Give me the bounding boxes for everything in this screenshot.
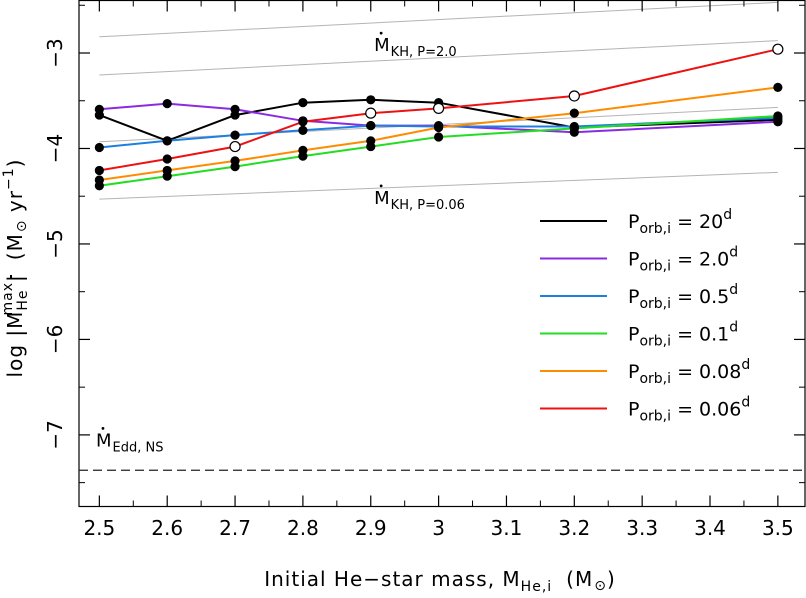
y-axis-label-unit-exp: −1 (1, 167, 17, 190)
reference-line-0 (99, 1, 778, 38)
data-point-s1-1 (162, 99, 172, 109)
x-tick-label-2: 2.7 (219, 516, 251, 540)
data-point-s1-0 (94, 104, 104, 114)
data-point-s5-5 (433, 102, 445, 114)
data-point-s4-2 (230, 156, 240, 166)
data-point-s5-1 (162, 154, 172, 164)
data-point-s2-4 (366, 120, 376, 131)
y-axis-label-sun-symbol: ⊙ (14, 219, 30, 232)
y-axis-label-sub: He (15, 289, 31, 310)
x-tick-label-1: 2.6 (151, 516, 183, 540)
data-point-s4-7 (773, 82, 783, 92)
series-line-0 (99, 98, 778, 142)
data-point-s5-3 (298, 117, 308, 127)
data-point-s0-4 (366, 95, 376, 105)
data-point-s2-0 (94, 142, 104, 153)
x-tick-label-10: 3.5 (762, 516, 794, 540)
series-line-5 (99, 48, 779, 172)
x-tick-label-0: 2.5 (83, 516, 115, 540)
data-point-s3-7 (773, 111, 783, 121)
legend-label-3: Porb,i = 0.1d (628, 320, 738, 350)
y-axis: −7 −6 −5 −4 −3 (43, 4, 805, 484)
data-point-s5-0 (94, 165, 104, 176)
y-axis-label: log |MHemax| (M⊙ yr−1) (0, 159, 31, 378)
y-axis-label-sup: max (0, 282, 16, 316)
y-tick-label-1: −6 (43, 325, 67, 354)
x-tick-label-5: 3 (432, 516, 445, 540)
reference-line-3 (99, 171, 778, 200)
x-axis-label-unit-open: (M (566, 567, 593, 591)
data-point-s4-5 (434, 122, 444, 133)
y-axis-label-post: | (3, 274, 27, 282)
data-point-s2-3 (298, 125, 308, 135)
data-point-s4-0 (94, 175, 104, 185)
legend-label-5: Porb,i = 0.06d (628, 395, 750, 425)
data-point-s4-6 (569, 108, 579, 118)
data-point-s1-2 (230, 104, 240, 114)
annotation-dot-1 (379, 184, 383, 188)
legend-label-1: Porb,i = 2.0d (628, 245, 738, 275)
annotation-0: MKH, P=2.0 (374, 35, 457, 60)
x-axis-label-sun-symbol: ⊙ (594, 578, 607, 594)
y-tick-label-2: −5 (43, 229, 67, 258)
legend-label-4: Porb,i = 0.08d (628, 357, 750, 387)
x-axis-label: Initial He−star mass, MHe,i (M⊙) (264, 567, 616, 595)
x-axis: 2.5 2.6 2.7 2.8 2.9 3 3.1 3.2 3.3 3.4 3.5 (83, 0, 794, 540)
data-point-s5-7 (772, 43, 784, 55)
y-tick-label-3: −4 (43, 134, 67, 163)
y-axis-label-text: log |M (3, 311, 27, 378)
x-tick-label-9: 3.4 (694, 516, 726, 540)
plot-frame (78, 0, 806, 508)
data-point-s4-3 (298, 145, 308, 155)
data-point-s2-1 (162, 136, 172, 146)
x-tick-label-7: 3.2 (558, 516, 590, 540)
y-tick-label-4: −3 (43, 38, 67, 67)
series-lines (99, 48, 779, 187)
data-point-s5-6 (568, 90, 580, 102)
y-axis-label-unit-open: (M (3, 233, 27, 260)
x-tick-label-8: 3.3 (626, 516, 658, 540)
x-tick-label-6: 3.1 (491, 516, 523, 540)
legend-label-2: Porb,i = 0.5d (628, 282, 738, 312)
y-axis-label-unit-close: ) (3, 159, 27, 168)
data-point-s5-2 (229, 140, 241, 153)
series-line-3 (99, 115, 778, 187)
series-line-2 (99, 116, 778, 149)
data-point-s2-2 (230, 130, 240, 140)
annotation-dot-0 (379, 31, 383, 35)
reference-line-1 (99, 40, 778, 76)
y-axis-label-unit-mid: yr (3, 190, 27, 219)
y-tick-label-0: −7 (43, 420, 67, 449)
data-point-s4-4 (366, 136, 376, 146)
annotations: MKH, P=2.0 MKH, P=0.06 MEdd, NS (96, 31, 465, 455)
x-axis-label-sub: He,i (521, 579, 552, 595)
legend: Porb,i = 20d Porb,i = 2.0d Porb,i = 0.5d Po… (540, 207, 750, 425)
x-axis-label-text: Initial He−star mass, M (264, 567, 520, 591)
x-axis-label-unit-close: ) (607, 567, 616, 591)
legend-label-0: Porb,i = 20d (628, 207, 732, 237)
annotation-1: MKH, P=0.06 (374, 188, 465, 213)
x-tick-label-3: 2.8 (287, 516, 319, 540)
data-point-s3-5 (434, 132, 444, 142)
data-point-s3-6 (569, 123, 579, 134)
x-tick-label-4: 2.9 (355, 516, 387, 540)
series-line-4 (99, 86, 779, 181)
series-line-1 (99, 102, 778, 134)
data-point-s0-3 (298, 98, 308, 108)
series-points (94, 43, 784, 191)
data-point-s5-4 (365, 107, 377, 119)
data-point-s4-1 (162, 165, 172, 176)
annotation-dot-2 (101, 426, 105, 430)
annotation-2: MEdd, NS (96, 430, 164, 455)
